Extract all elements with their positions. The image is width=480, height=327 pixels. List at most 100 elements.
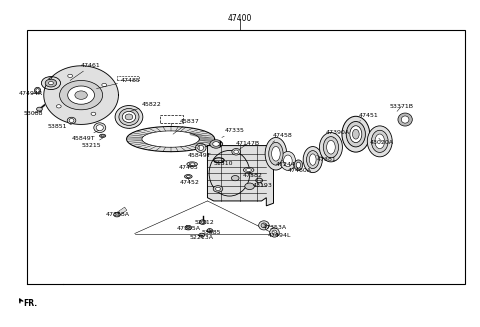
Circle shape (75, 91, 87, 99)
Ellipse shape (184, 175, 192, 179)
Text: 47353A: 47353A (263, 224, 287, 231)
Circle shape (48, 81, 53, 85)
Text: 53371B: 53371B (389, 104, 413, 112)
Text: 53215: 53215 (81, 138, 103, 148)
Circle shape (213, 142, 219, 146)
Circle shape (60, 80, 103, 110)
Ellipse shape (96, 125, 103, 130)
Ellipse shape (401, 116, 409, 123)
Text: 47452: 47452 (180, 177, 200, 185)
Circle shape (185, 225, 192, 230)
Text: 51310: 51310 (214, 160, 233, 166)
Ellipse shape (323, 137, 338, 158)
Ellipse shape (122, 112, 136, 123)
Text: 47485: 47485 (96, 78, 140, 89)
Text: 52212: 52212 (194, 219, 214, 225)
Ellipse shape (352, 129, 359, 139)
Polygon shape (142, 131, 199, 147)
Ellipse shape (115, 106, 143, 128)
Ellipse shape (346, 122, 365, 147)
Ellipse shape (67, 117, 76, 124)
Polygon shape (127, 127, 215, 152)
Ellipse shape (303, 146, 323, 173)
Polygon shape (207, 146, 274, 206)
Text: 47460A: 47460A (288, 167, 312, 173)
Ellipse shape (99, 134, 106, 137)
Text: 47358A: 47358A (106, 212, 130, 217)
Circle shape (187, 227, 190, 229)
Ellipse shape (94, 123, 106, 132)
Circle shape (36, 107, 42, 111)
Text: 47147B: 47147B (235, 142, 259, 149)
Circle shape (213, 186, 223, 192)
Ellipse shape (296, 162, 300, 168)
Text: 47465: 47465 (179, 164, 199, 170)
Ellipse shape (195, 143, 206, 152)
Ellipse shape (294, 160, 303, 170)
Ellipse shape (234, 150, 239, 154)
Polygon shape (44, 66, 119, 125)
Ellipse shape (243, 167, 254, 173)
Circle shape (68, 86, 95, 104)
Ellipse shape (307, 151, 319, 168)
Circle shape (201, 221, 204, 223)
Circle shape (216, 187, 220, 191)
Ellipse shape (232, 148, 240, 155)
Circle shape (91, 112, 96, 115)
Ellipse shape (101, 135, 104, 137)
Ellipse shape (186, 176, 190, 178)
Ellipse shape (119, 109, 139, 125)
Ellipse shape (187, 162, 197, 166)
Text: 47390A: 47390A (326, 130, 350, 138)
Text: 47381: 47381 (317, 155, 336, 162)
Text: 47458: 47458 (273, 133, 292, 142)
Text: 45822: 45822 (130, 102, 162, 112)
Text: 52213A: 52213A (190, 234, 214, 240)
Ellipse shape (36, 89, 39, 93)
Circle shape (210, 140, 222, 148)
Polygon shape (48, 77, 52, 79)
Ellipse shape (69, 119, 74, 123)
Ellipse shape (261, 223, 267, 228)
Circle shape (245, 183, 254, 190)
Circle shape (207, 229, 213, 232)
Ellipse shape (320, 132, 342, 162)
Ellipse shape (198, 145, 204, 150)
Text: 47335: 47335 (222, 129, 244, 137)
Text: 45849T: 45849T (187, 146, 211, 158)
Ellipse shape (342, 116, 370, 152)
Ellipse shape (372, 130, 388, 152)
Circle shape (217, 142, 223, 146)
Ellipse shape (259, 221, 269, 230)
Text: 43020A: 43020A (370, 138, 394, 145)
Ellipse shape (326, 140, 335, 154)
Text: 53088: 53088 (24, 111, 43, 115)
Text: 53885: 53885 (202, 229, 221, 235)
Ellipse shape (280, 151, 296, 170)
Circle shape (41, 77, 60, 90)
Text: 47494R: 47494R (19, 91, 43, 96)
Ellipse shape (125, 114, 133, 120)
Circle shape (199, 233, 204, 237)
Text: 47461: 47461 (70, 63, 101, 80)
Circle shape (231, 176, 239, 181)
Text: 47494L: 47494L (267, 231, 291, 238)
Text: 43193: 43193 (253, 181, 273, 188)
Circle shape (56, 105, 61, 108)
Text: 47451: 47451 (359, 113, 378, 121)
Ellipse shape (310, 154, 316, 165)
Text: 47244: 47244 (276, 160, 296, 167)
Text: 45837: 45837 (173, 119, 200, 134)
Ellipse shape (35, 87, 41, 94)
Ellipse shape (398, 113, 412, 126)
Ellipse shape (350, 126, 362, 143)
Ellipse shape (375, 134, 384, 149)
Text: 45849T: 45849T (72, 130, 99, 141)
Circle shape (68, 74, 72, 77)
Ellipse shape (272, 230, 277, 235)
Text: 47400: 47400 (228, 14, 252, 23)
Text: FR.: FR. (23, 299, 37, 308)
Ellipse shape (269, 142, 283, 165)
Text: 53851: 53851 (48, 124, 72, 129)
Ellipse shape (270, 228, 279, 237)
